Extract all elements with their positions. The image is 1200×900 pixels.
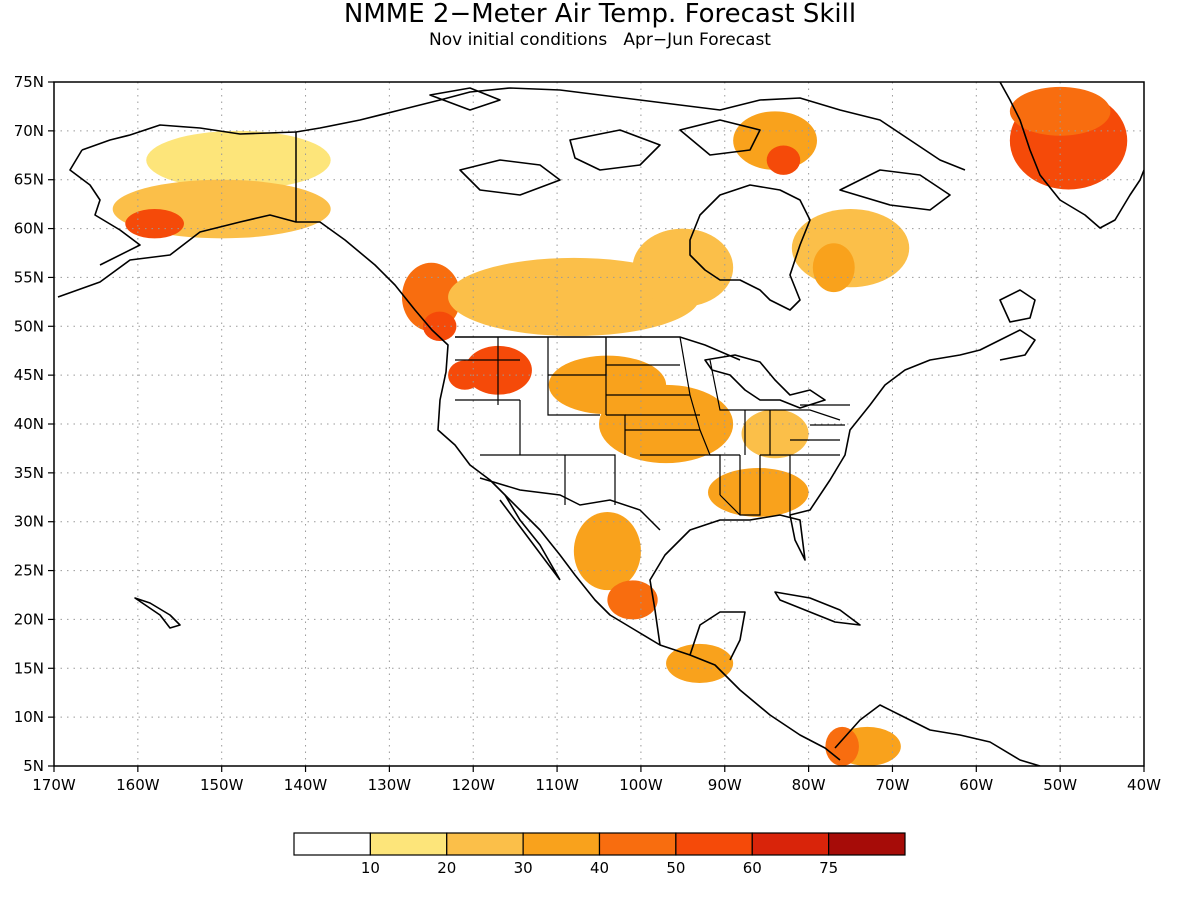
lat-label: 45N (14, 366, 44, 384)
skill-region-24 (825, 726, 859, 766)
lon-label: 70W (876, 776, 910, 794)
skill-region-22 (1009, 86, 1111, 136)
colorbar-label: 40 (590, 859, 609, 877)
colorbar-label: 75 (819, 859, 838, 877)
colorbar-label: 30 (514, 859, 533, 877)
lon-label: 130W (368, 776, 412, 794)
skill-heatmap (112, 86, 1128, 766)
colorbar-swatch (828, 832, 906, 856)
colorbar-swatch (293, 832, 371, 856)
lat-label: 75N (14, 73, 44, 91)
baja-california-coastline (499, 494, 561, 581)
skill-region-1 (146, 130, 331, 190)
colorbar-label: 50 (666, 859, 685, 877)
greenland-coastline (999, 82, 1144, 229)
lat-label: 25N (14, 562, 44, 580)
axis-ticks (48, 81, 1145, 772)
skill-region-14 (607, 580, 658, 620)
lon-label: 120W (451, 776, 495, 794)
lon-label: 100W (619, 776, 663, 794)
lat-label: 35N (14, 464, 44, 482)
hawaii-outline (134, 597, 181, 629)
coastlines (57, 82, 1144, 766)
colorbar-swatch (598, 832, 677, 856)
state-lines-east (709, 359, 850, 455)
skill-region-11 (708, 467, 809, 517)
lon-label: 40W (1127, 776, 1161, 794)
lon-label: 170W (32, 776, 76, 794)
figure-title: NMME 2−Meter Air Temp. Forecast Skill (344, 0, 856, 29)
skill-region-5 (422, 311, 457, 341)
colorbar-label: 60 (743, 859, 762, 877)
lat-label: 70N (14, 122, 44, 140)
hudson-bay-coastline (689, 184, 811, 311)
colorbar-label: 10 (361, 859, 380, 877)
gulf-coastline (649, 329, 1036, 646)
latitude-labels: 5N 10N 15N 20N 25N 30N 35N 40N 45N 50N 55N 60N 65N 70… (14, 73, 44, 775)
us-canada-border (455, 336, 741, 361)
lon-label: 60W (959, 776, 993, 794)
lat-label: 10N (14, 708, 44, 726)
lat-label: 30N (14, 513, 44, 531)
lon-label: 50W (1043, 776, 1077, 794)
figure-subtitle: Nov initial conditions Apr−Jun Forecast (429, 30, 771, 50)
lat-label: 15N (14, 659, 44, 677)
colorbar-swatch (751, 832, 830, 856)
cuba-outline (774, 591, 861, 626)
lat-label: 65N (14, 171, 44, 189)
state-lines-central (605, 336, 840, 516)
national-borders (295, 132, 741, 531)
skill-region-15 (666, 643, 734, 683)
lat-label: 50N (14, 317, 44, 335)
colorbar-swatch (675, 832, 753, 856)
yucatan-coastline (689, 611, 746, 661)
lon-label: 80W (792, 776, 826, 794)
great-lakes-outline (704, 354, 826, 409)
lon-label: 160W (116, 776, 160, 794)
lat-label: 55N (14, 268, 44, 286)
colorbar (293, 832, 906, 856)
colorbar-swatch (522, 832, 601, 856)
lon-label: 140W (284, 776, 328, 794)
lat-label: 5N (23, 757, 44, 775)
colorbar-swatch (446, 832, 524, 856)
longitude-labels: 170W 160W 150W 140W 130W 120W 110W 100W 90W 80W 70… (32, 776, 1161, 794)
lat-label: 60N (14, 220, 44, 238)
colorbar-label: 20 (437, 859, 456, 877)
alaska-coastline (69, 87, 966, 266)
lon-label: 150W (200, 776, 244, 794)
lat-label: 20N (14, 610, 44, 628)
skill-region-13 (573, 511, 641, 591)
lon-label: 110W (535, 776, 579, 794)
lon-label: 90W (708, 776, 742, 794)
skill-region-20 (766, 145, 801, 175)
newfoundland-outline (999, 289, 1036, 323)
state-boundaries (455, 336, 850, 516)
colorbar-swatch (369, 832, 448, 856)
skill-region-3 (125, 209, 184, 239)
us-mexico-border (479, 477, 661, 531)
lat-label: 40N (14, 415, 44, 433)
skill-region-16 (632, 228, 734, 307)
skill-region-12 (741, 409, 809, 459)
skill-region-18 (812, 243, 855, 293)
arctic-islands (429, 87, 951, 211)
colorbar-labels: 10 20 30 40 50 60 75 (361, 859, 838, 877)
